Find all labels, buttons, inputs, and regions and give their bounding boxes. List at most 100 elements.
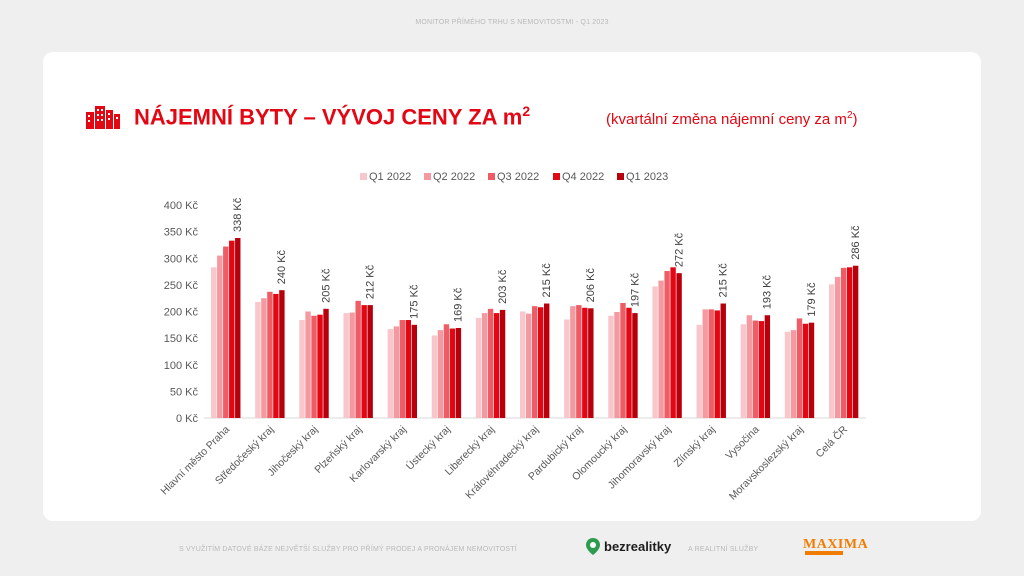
bar	[532, 306, 538, 418]
bar	[405, 320, 411, 418]
bar	[475, 317, 482, 418]
legend-swatch	[617, 173, 624, 180]
bar	[846, 267, 853, 418]
bar	[211, 267, 217, 418]
bar	[652, 286, 658, 418]
y-tick-label: 250 Kč	[164, 280, 199, 292]
bar	[305, 311, 311, 418]
legend-swatch	[424, 173, 431, 180]
location-pin-icon	[586, 538, 600, 555]
y-tick-label: 300 Kč	[164, 253, 199, 265]
content-card	[43, 52, 981, 521]
data-label: 338 Kč	[232, 197, 244, 232]
bar	[588, 308, 594, 418]
data-label: 193 Kč	[762, 274, 774, 309]
bar	[431, 335, 438, 418]
maxima-logo: MAXIMA	[803, 537, 869, 552]
bar	[437, 330, 444, 418]
bar	[411, 324, 417, 418]
y-tick-label: 350 Kč	[164, 227, 199, 239]
footer-left-text: S VYUŽITÍM DATOVÉ BÁZE NEJVĚTŠÍ SLUŽBY P…	[179, 546, 517, 553]
bar	[349, 312, 355, 418]
y-tick-label: 150 Kč	[164, 333, 199, 345]
y-tick-label: 0 Kč	[176, 413, 199, 425]
bar	[808, 322, 815, 418]
bar	[784, 331, 791, 418]
page-subtitle: (kvartální změna nájemní ceny za m2)	[606, 110, 858, 128]
legend-label: Q1 2023	[626, 171, 668, 183]
bar	[708, 309, 714, 418]
legend-label: Q1 2022	[369, 171, 411, 183]
bar	[261, 298, 267, 418]
bar	[796, 318, 803, 418]
bar	[499, 309, 506, 418]
x-tick-label: Celá ČR	[813, 423, 851, 461]
bar	[676, 273, 682, 418]
bar	[255, 301, 261, 418]
bar	[834, 276, 841, 418]
data-label: 286 Kč	[850, 225, 862, 260]
legend-swatch	[360, 173, 367, 180]
buildings-icon	[86, 106, 120, 129]
bezrealitky-logo: bezrealitky	[586, 538, 671, 555]
bar	[714, 310, 720, 418]
bar	[487, 308, 494, 418]
y-tick-label: 50 Kč	[170, 386, 199, 398]
bar	[658, 280, 664, 418]
data-label: 206 Kč	[585, 268, 597, 303]
bar	[670, 267, 676, 418]
bar	[564, 319, 570, 418]
footer-middle-text: A REALITNÍ SLUŽBY	[688, 546, 759, 553]
legend-label: Q4 2022	[562, 171, 604, 183]
bar	[387, 329, 393, 418]
data-label: 215 Kč	[718, 263, 730, 298]
legend-swatch	[488, 173, 495, 180]
data-label: 175 Kč	[409, 284, 421, 319]
bar	[443, 324, 450, 418]
bar	[828, 284, 835, 418]
bar	[570, 306, 576, 418]
bar	[449, 328, 456, 418]
bezrealitky-wordmark: bezrealitky	[604, 539, 672, 554]
bar	[229, 240, 235, 418]
bar	[267, 291, 273, 418]
bar	[526, 313, 532, 418]
bar	[393, 326, 399, 418]
bar	[399, 320, 405, 418]
bar	[790, 330, 797, 418]
bar	[620, 302, 626, 418]
data-label: 197 Kč	[629, 272, 641, 307]
y-tick-label: 100 Kč	[164, 360, 199, 372]
bar	[343, 313, 349, 418]
bar	[361, 305, 367, 418]
bar	[273, 293, 279, 418]
bar	[582, 307, 588, 418]
bar	[544, 303, 550, 418]
bar	[481, 313, 488, 418]
bar	[493, 313, 500, 418]
x-tick-label: Ústecký kraj	[403, 423, 453, 473]
data-label: 212 Kč	[364, 264, 376, 299]
legend-label: Q2 2022	[433, 171, 475, 183]
bar	[223, 246, 229, 418]
bar	[608, 315, 614, 418]
x-tick-label: Zlínský kraj	[672, 424, 718, 470]
bar	[323, 308, 329, 418]
y-tick-label: 400 Kč	[164, 200, 199, 212]
bar	[367, 305, 373, 418]
bar	[538, 307, 544, 418]
bar	[455, 328, 462, 418]
bar	[614, 312, 620, 418]
legend-swatch	[553, 173, 560, 180]
data-label: 215 Kč	[541, 263, 553, 298]
x-tick-label: Královéhradecký kraj	[463, 424, 541, 502]
maxima-logo-bar	[805, 551, 843, 555]
bar	[840, 267, 847, 418]
bar	[720, 303, 726, 418]
bar	[520, 311, 526, 418]
bar	[664, 271, 670, 418]
data-label: 205 Kč	[320, 268, 332, 303]
bar	[355, 300, 361, 418]
bar	[740, 324, 747, 418]
bar	[702, 309, 708, 418]
